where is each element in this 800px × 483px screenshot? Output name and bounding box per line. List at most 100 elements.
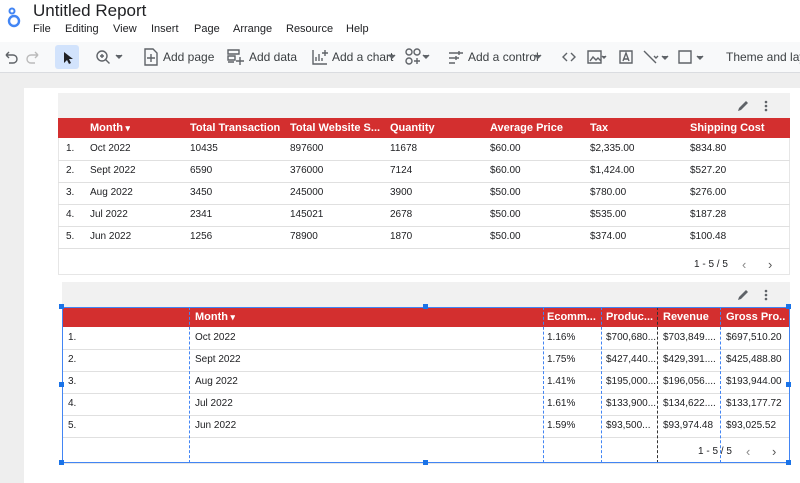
column-header[interactable]: Produc... [606,311,654,323]
table-cell: $60.00 [490,143,521,154]
table-row [58,204,790,227]
table-cell: 1.59% [547,420,576,431]
table-cell: Oct 2022 [90,143,131,154]
table-cell: 1.16% [547,332,576,343]
table-cell: 1870 [390,231,413,242]
table-cell: $134,622.... [663,398,716,409]
column-header[interactable]: Average Price [490,122,563,134]
table-cell: $374.00 [590,231,627,242]
report-title[interactable]: Untitled Report [33,1,147,20]
table-cell: Aug 2022 [195,376,238,387]
column-divider [543,307,544,463]
table-cell: $780.00 [590,187,627,198]
add-page-icon [144,48,158,66]
menu-item[interactable]: Page [194,23,220,35]
resize-handle[interactable] [786,460,791,465]
table-cell: $93,974.48 [663,420,714,431]
add-page[interactable]: Add page [163,50,215,64]
menu-item[interactable]: Resource [286,23,334,35]
table-cell: $50.00 [490,231,521,242]
zoom-icon[interactable] [95,49,125,65]
add-chart[interactable]: Add a chart [332,50,394,64]
next-page[interactable]: › [772,444,777,459]
column-header[interactable]: Ecomm... [547,311,596,323]
table-cell: Sept 2022 [195,354,241,365]
table-row [62,349,790,372]
resize-handle[interactable] [59,304,64,309]
table-row [62,371,790,394]
column-divider [601,307,602,463]
column-header[interactable]: Month [195,307,235,327]
resize-handle[interactable] [59,382,64,387]
column-divider [720,307,721,463]
table-cell: 6590 [190,165,213,176]
table-cell: $427,440... [606,354,657,365]
insert-icons[interactable] [534,48,714,66]
menu-item[interactable]: Arrange [233,23,273,35]
table-cell: 78900 [290,231,318,242]
table-cell: $703,849.... [663,332,716,343]
table-cell: $93,500... [606,420,651,431]
resize-handle[interactable] [786,304,791,309]
logo [7,7,21,28]
add-control[interactable]: Add a control [468,50,539,64]
table-cell: Jun 2022 [90,231,132,242]
table-cell: 7124 [390,165,413,176]
column-header[interactable]: Revenue [663,311,709,323]
table-cell: 4. [68,398,77,409]
menu-item[interactable]: Help [346,23,369,35]
table-actions[interactable] [736,99,776,113]
column-header[interactable]: Month [90,118,130,138]
table-cell: $429,391.... [663,354,716,365]
column-header[interactable]: Gross Pro... [726,311,786,323]
table-row [58,226,790,249]
add-data[interactable]: Add data [249,50,298,64]
table-cell: 2341 [190,209,213,220]
table-cell: 376000 [290,165,324,176]
pagination: 1 - 5 / 5 [698,446,732,457]
menu-item[interactable]: File [33,23,51,35]
table-cell: $50.00 [490,209,521,220]
column-header[interactable]: Total Transaction [190,122,281,134]
table-cell: 1256 [190,231,213,242]
chart-menu-icons[interactable] [388,48,433,66]
table-actions[interactable] [736,288,776,302]
column-header[interactable]: Tax [590,122,609,134]
table-cell: 1. [68,332,77,343]
resize-handle[interactable] [59,460,64,465]
table-cell: 1. [66,143,75,154]
theme-and-layout[interactable]: Theme and layout [726,50,800,64]
table-cell: $93,025.52 [726,420,777,431]
column-header[interactable]: Shipping Cost [690,122,765,134]
table-cell: 3. [68,376,77,387]
table-cell: 4. [66,209,75,220]
undo-redo[interactable] [2,49,42,65]
add-control-icon [449,51,463,64]
table-cell: Aug 2022 [90,187,133,198]
table-toolbar [62,282,790,307]
menu-item[interactable]: Insert [151,23,179,35]
column-header[interactable]: Quantity [390,122,435,134]
table-cell: Jul 2022 [90,209,128,220]
resize-handle[interactable] [786,382,791,387]
resize-handle[interactable] [423,304,428,309]
table-cell: 2. [68,354,77,365]
table-cell: $60.00 [490,165,521,176]
table-cell: $195,000... [606,376,657,387]
table-cell: $697,510.20 [726,332,782,343]
table-cell: 2. [66,165,75,176]
table-cell: $535.00 [590,209,627,220]
prev-page[interactable]: ‹ [746,444,751,459]
table-cell: 145021 [290,209,324,220]
table-cell: $133,177.72 [726,398,782,409]
table-row [58,182,790,205]
menu-item[interactable]: View [113,23,137,35]
prev-page[interactable]: ‹ [742,257,747,272]
resize-handle[interactable] [423,460,428,465]
column-header[interactable]: Total Website S... [290,122,380,134]
table-cell: 1.61% [547,398,576,409]
menu-item[interactable]: Editing [65,23,99,35]
table-cell: Jul 2022 [195,398,233,409]
table-cell: $834.80 [690,143,727,154]
next-page[interactable]: › [768,257,773,272]
